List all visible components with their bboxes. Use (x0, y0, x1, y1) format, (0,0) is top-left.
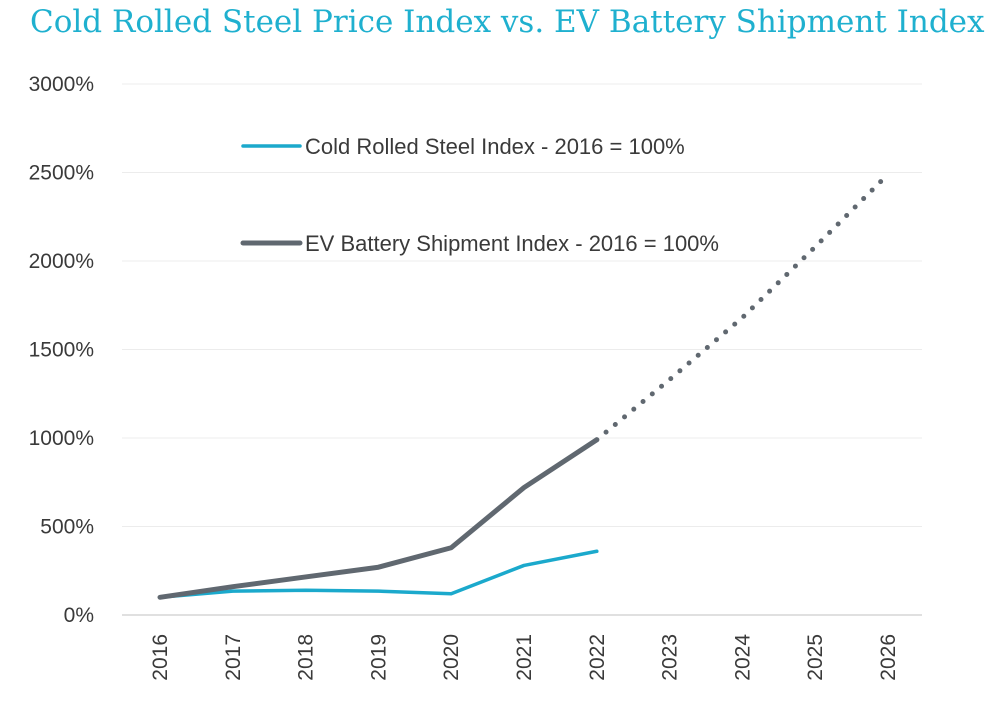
x-tick-label: 2023 (659, 634, 682, 681)
ev-battery-index-line (157, 437, 600, 600)
x-tick-label: 2020 (440, 634, 463, 681)
x-tick-label: 2019 (367, 634, 390, 681)
y-tick-label: 1500% (29, 339, 94, 362)
y-tick-label: 2500% (29, 162, 94, 185)
ev-battery-projection-line (594, 171, 891, 443)
x-tick-label: 2021 (513, 634, 536, 681)
y-tick-label: 500% (40, 516, 94, 539)
legend-ev-battery-label: EV Battery Shipment Index - 2016 = 100% (305, 231, 719, 256)
legend: Cold Rolled Steel Index - 2016 = 100% EV … (240, 134, 719, 256)
x-tick-label: 2026 (877, 634, 900, 681)
y-tick-label: 3000% (29, 73, 94, 96)
chart-title: Cold Rolled Steel Price Index vs. EV Bat… (30, 4, 985, 40)
x-tick-label: 2016 (149, 634, 172, 681)
x-tick-label: 2022 (586, 634, 609, 681)
y-tick-label: 2000% (29, 250, 94, 273)
y-tick-label: 0% (64, 604, 94, 627)
y-axis-ticks: 0% 500% 1000% 1500% 2000% 2500% 3000% (29, 73, 94, 627)
x-tick-label: 2024 (731, 634, 754, 681)
x-axis-ticks: 2016 2017 2018 2019 2020 2021 2022 2023 2024 2025… (149, 634, 900, 681)
steel-index-line (158, 549, 599, 600)
series-lines (157, 171, 891, 600)
x-tick-label: 2017 (222, 634, 245, 681)
x-tick-label: 2025 (804, 634, 827, 681)
legend-steel-label: Cold Rolled Steel Index - 2016 = 100% (305, 134, 685, 159)
y-tick-label: 1000% (29, 427, 94, 450)
x-tick-label: 2018 (295, 634, 318, 681)
gridlines (122, 83, 922, 616)
